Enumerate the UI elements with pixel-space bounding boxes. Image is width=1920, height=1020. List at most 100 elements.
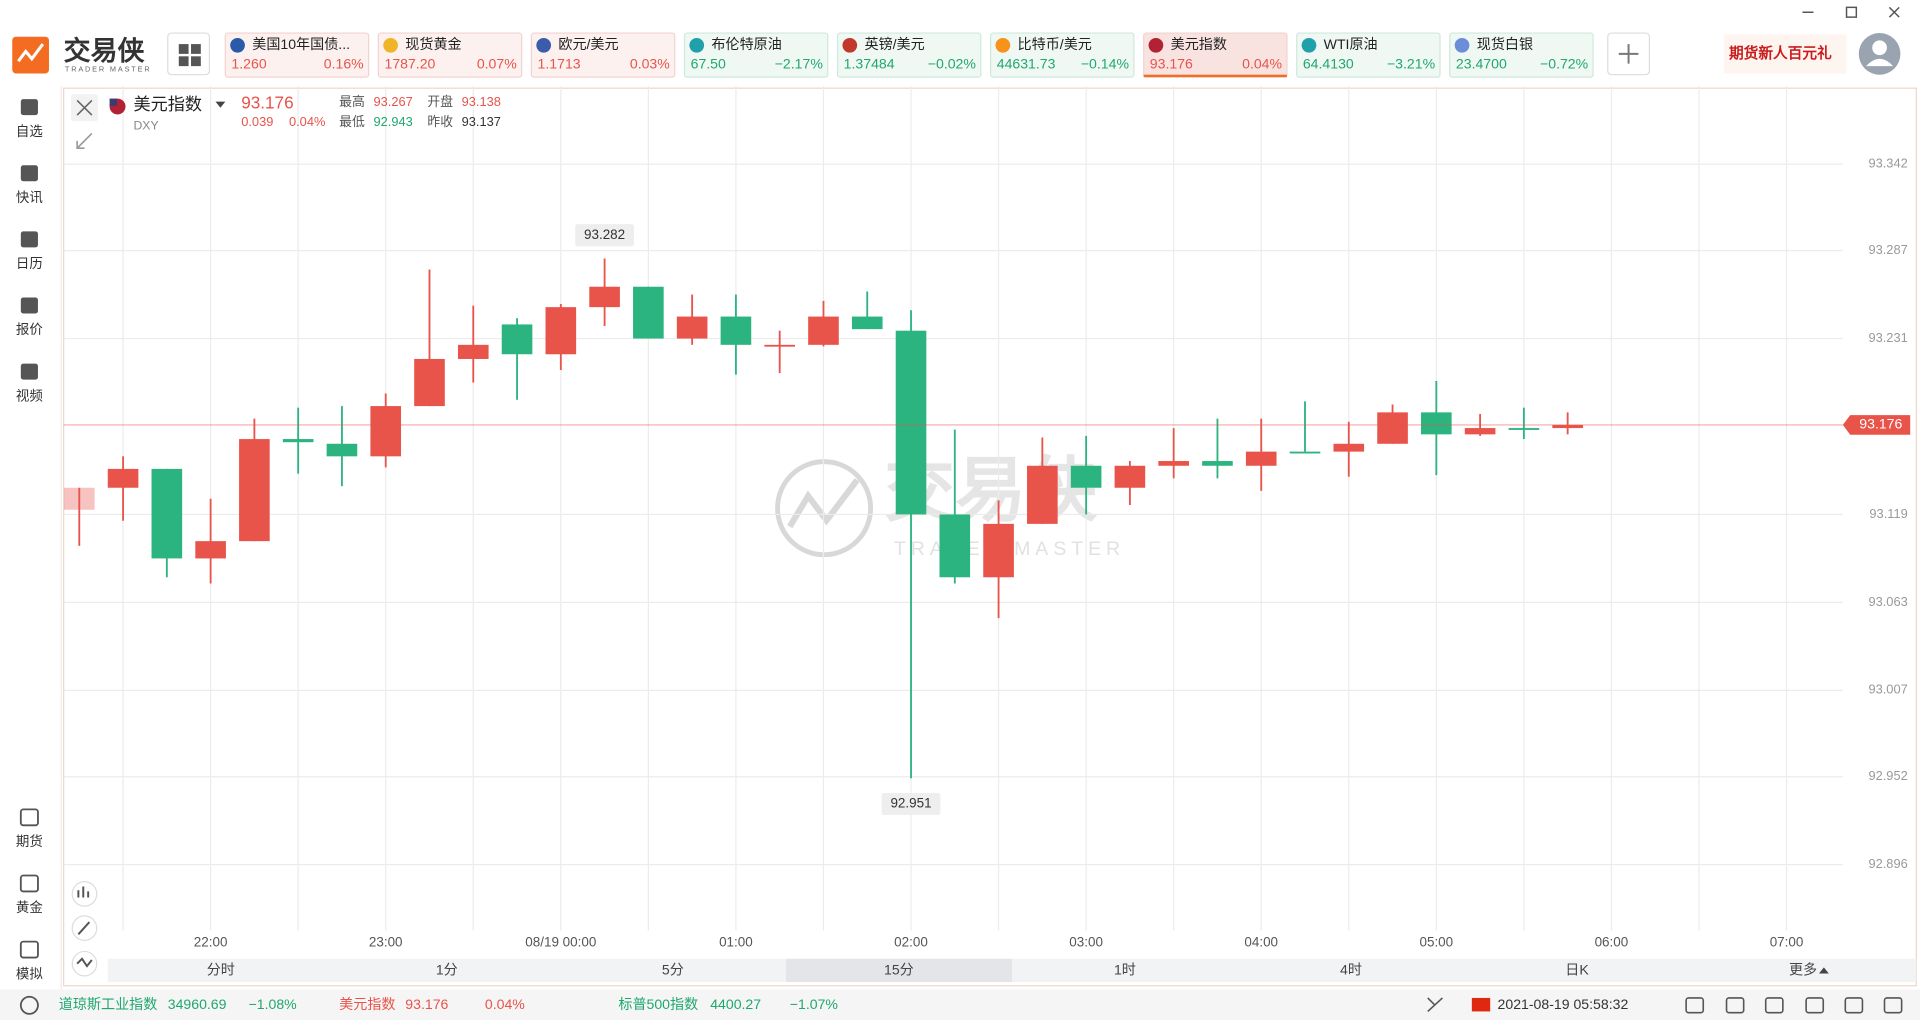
sidebar-label[interactable]: 日历 (16, 256, 43, 271)
timeframe-button[interactable]: 更多 (1789, 962, 1817, 978)
y-tick-label: 93.007 (1868, 682, 1907, 697)
status-icon[interactable] (1883, 997, 1903, 1014)
status-icon[interactable] (1805, 997, 1825, 1014)
quote-dropdown[interactable] (215, 101, 226, 108)
ticker-change: 0.04% (1242, 56, 1282, 72)
status-icon[interactable] (1427, 997, 1443, 1013)
sidebar-icon[interactable] (19, 808, 39, 827)
y-tick-label: 93.063 (1868, 594, 1907, 609)
ticker-card[interactable]: 美元指数 93.176 0.04% (1143, 32, 1288, 78)
status-index-price: 34960.69 (168, 996, 227, 1012)
timeframe-button[interactable]: 4时 (1340, 962, 1362, 978)
ticker-price: 64.4130 (1303, 56, 1354, 72)
sidebar-label[interactable]: 黄金 (16, 900, 43, 915)
ticker-underline (1143, 74, 1287, 78)
status-icon[interactable] (1685, 997, 1705, 1014)
close-button[interactable] (1888, 6, 1900, 18)
ticker-change: −2.17% (775, 56, 824, 72)
candle-body (370, 406, 402, 457)
candle-body (1245, 451, 1277, 466)
sidebar-icon[interactable] (20, 165, 38, 182)
sidebar-icon[interactable] (20, 363, 38, 380)
candle-body (1070, 465, 1102, 488)
ticker-card[interactable]: 美国10年国债... 1.260 0.16% (224, 32, 370, 78)
candle-body (63, 487, 95, 510)
candle-body (1552, 424, 1583, 429)
quote-change-pct: 0.04% (289, 114, 325, 129)
ticker-card[interactable]: 布伦特原油 67.50 −2.17% (683, 32, 829, 78)
status-index-change: −1.08% (249, 996, 298, 1012)
ticker-card[interactable]: WTI原油 64.4130 −3.21% (1296, 32, 1441, 78)
ticker-icon (1148, 37, 1164, 53)
sidebar-label[interactable]: 自选 (16, 124, 43, 139)
candle-body (107, 468, 139, 488)
support-icon[interactable] (19, 995, 39, 1015)
ticker-name: 现货白银 (1477, 36, 1533, 52)
candle-body (589, 286, 620, 308)
ticker-icon (536, 37, 552, 53)
sidebar-label[interactable]: 报价 (16, 322, 43, 337)
quote-name[interactable]: 美元指数 (133, 94, 202, 114)
ticker-change: 0.16% (324, 56, 364, 72)
logo-text: 交易侠 (64, 35, 145, 66)
status-icon[interactable] (1844, 997, 1864, 1014)
timeframe-button[interactable]: 分时 (207, 962, 235, 978)
ticker-bg (1449, 32, 1594, 78)
sidebar-icon[interactable] (20, 231, 38, 248)
status-index-change: 0.04% (485, 996, 525, 1012)
candle-body (501, 324, 533, 355)
logo-mark (17, 43, 45, 63)
candle-body (1289, 451, 1321, 454)
chart-tool-button[interactable] (71, 881, 98, 907)
promo-banner[interactable] (1724, 34, 1847, 74)
china-flag (1471, 997, 1491, 1012)
timeframe-button[interactable]: 1分 (436, 962, 458, 978)
timeframe-button[interactable]: 5分 (662, 962, 684, 978)
ticker-card[interactable]: 比特币/美元 44631.73 −0.14% (990, 32, 1135, 78)
ticker-icon (1454, 37, 1470, 53)
ticker-card[interactable]: 欧元/美元 1.1713 0.03% (530, 32, 676, 78)
ticker-price: 1.260 (231, 56, 266, 72)
ticker-price: 23.4700 (1456, 56, 1507, 72)
sidebar-icon[interactable] (20, 99, 38, 116)
sidebar-icon[interactable] (19, 874, 39, 893)
candle-body (808, 316, 839, 345)
candle-body (939, 514, 971, 578)
candles (63, 258, 1583, 779)
ticker-card[interactable]: 现货白银 23.4700 −0.72% (1449, 32, 1594, 78)
x-tick-label: 01:00 (719, 934, 753, 949)
ticker-change: −3.21% (1387, 56, 1436, 72)
sidebar-label[interactable]: 视频 (16, 388, 43, 403)
ticker-price: 44631.73 (997, 56, 1056, 72)
shrink-icon[interactable] (76, 132, 93, 149)
timeframe-button[interactable]: 日K (1565, 962, 1589, 978)
quote-change: 0.039 (241, 114, 273, 129)
candle-body (1508, 428, 1540, 430)
low-label-box (881, 792, 941, 816)
ticker-name: WTI原油 (1324, 36, 1378, 52)
timeframe-button[interactable]: 1时 (1114, 962, 1136, 978)
status-index-name: 道琼斯工业指数 (59, 996, 158, 1012)
quote-code: DXY (133, 118, 158, 132)
ticker-change: 0.03% (630, 56, 670, 72)
ticker-name: 现货黄金 (405, 36, 461, 52)
ticker-card[interactable]: 英镑/美元 1.37484 −0.02% (836, 32, 982, 78)
y-tick-label: 92.952 (1868, 768, 1907, 783)
sidebar-icon[interactable] (20, 297, 38, 314)
sidebar-label[interactable]: 模拟 (16, 966, 43, 981)
flag-canton (109, 98, 117, 106)
status-icon[interactable] (1764, 997, 1784, 1014)
sidebar-label[interactable]: 快讯 (16, 190, 43, 205)
x-tick-label: 04:00 (1244, 934, 1278, 949)
status-icon[interactable] (1725, 997, 1745, 1014)
timeframe-button[interactable]: 15分 (884, 962, 914, 978)
sidebar-icon[interactable] (19, 940, 39, 959)
sidebar-label[interactable]: 期货 (16, 833, 43, 849)
ticker-card[interactable]: 现货黄金 1787.20 0.07% (377, 32, 523, 78)
layout-icon (191, 56, 201, 67)
candle-body (1202, 461, 1233, 466)
x-tick-label: 07:00 (1770, 934, 1804, 949)
candle-body (326, 443, 358, 457)
restore-button[interactable] (1845, 6, 1858, 18)
quote-stat-label: 开盘 (427, 94, 453, 109)
